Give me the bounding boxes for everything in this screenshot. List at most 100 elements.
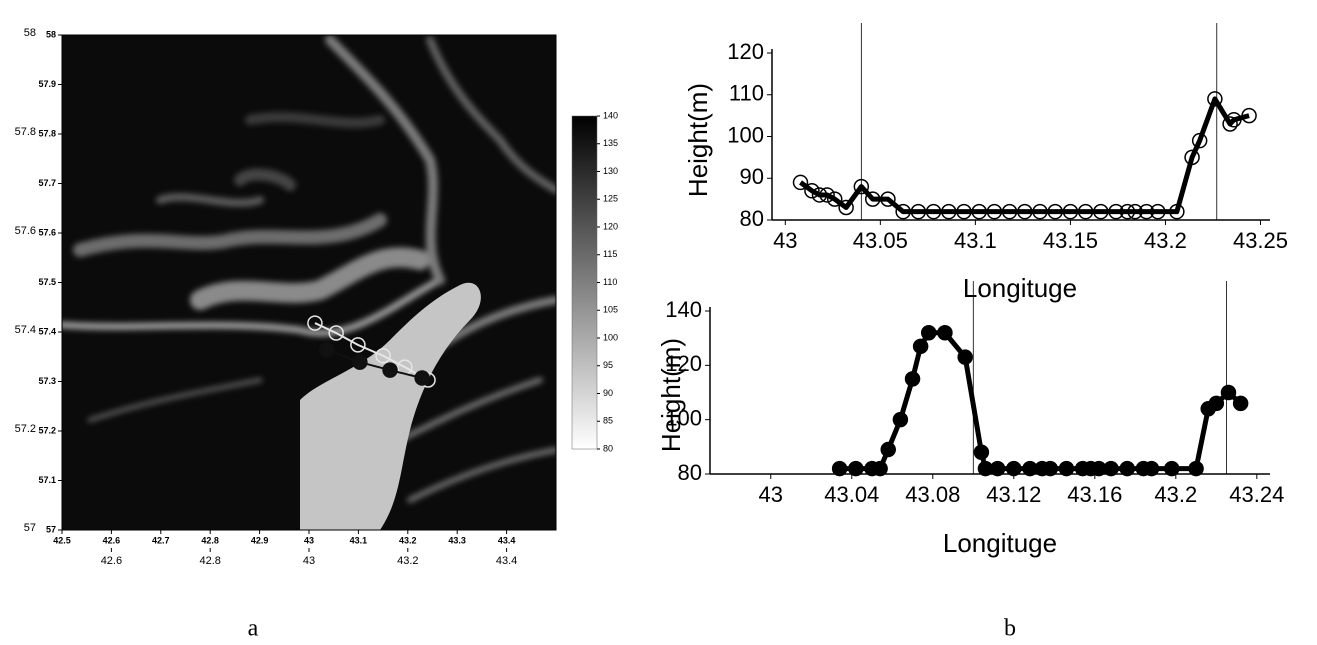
- y-tick-label: 57.9: [38, 79, 56, 89]
- data-point: [864, 191, 881, 207]
- data-point: [912, 338, 929, 355]
- y-tick-label: 100: [727, 122, 764, 147]
- data-point: [904, 371, 921, 387]
- data-point: [1207, 91, 1223, 107]
- transect-point: [307, 315, 323, 331]
- transect-point: [352, 354, 368, 370]
- data-point: [1220, 384, 1237, 401]
- transect-line: [314, 322, 429, 381]
- colorbar-tick-label: 135: [603, 138, 618, 148]
- data-point: [895, 203, 911, 220]
- y-tick-label: 90: [740, 164, 764, 189]
- colorbar-tick-label: 140: [603, 110, 618, 120]
- data-point: [1103, 460, 1119, 477]
- y-tick-label: 57.7: [38, 178, 56, 188]
- data-point: [910, 203, 927, 220]
- x-tick-label: 42.8: [201, 535, 219, 545]
- y-tick-label: 120: [665, 351, 702, 376]
- y-tick-label: 140: [665, 297, 702, 322]
- data-point: [1169, 203, 1185, 220]
- data-point: [1001, 203, 1018, 220]
- x-outer-tick-label: 43.2: [397, 555, 418, 567]
- data-point: [819, 187, 835, 203]
- data-point: [920, 324, 937, 341]
- colorbar-tick-label: 90: [603, 388, 613, 398]
- y-outer-tick-label: 57: [24, 522, 36, 534]
- data-point: [1017, 203, 1033, 220]
- x-tick-label: 43: [759, 482, 783, 507]
- colorbar-tick-label: 95: [603, 360, 613, 370]
- terrain: [62, 35, 556, 530]
- x-tick-label: 43.4: [498, 535, 516, 545]
- data-point: [1241, 107, 1257, 124]
- data-point: [1006, 460, 1022, 477]
- y-tick-label: 57.6: [38, 227, 56, 237]
- transect-point: [319, 342, 335, 358]
- data-point: [973, 444, 990, 461]
- data-point: [957, 349, 973, 365]
- x-tick-label: 43.15: [1043, 228, 1098, 253]
- data-point: [853, 178, 870, 195]
- y-tick-label: 57.3: [38, 376, 56, 386]
- data-line: [839, 330, 1243, 472]
- data-point: [1208, 395, 1225, 412]
- data-point: [1226, 112, 1242, 128]
- x-tick-label: 42.7: [152, 535, 170, 545]
- data-point: [1184, 149, 1200, 166]
- data-point: [986, 203, 1003, 220]
- data-point: [811, 187, 828, 203]
- x-tick-label: 43: [773, 228, 797, 253]
- panel-label: b: [1004, 616, 1016, 642]
- data-point: [1191, 132, 1208, 149]
- y-tick-label: 80: [678, 460, 702, 485]
- x-tick-label: 43.1: [954, 228, 997, 253]
- y-outer-tick-label: 57.8: [15, 126, 36, 138]
- x-tick-label: 43.24: [1229, 482, 1284, 507]
- y-tick-label: 120: [727, 39, 764, 64]
- y-tick-label: 57.5: [38, 277, 56, 287]
- x-tick-label: 43.2: [399, 535, 417, 545]
- y-tick-label: 57: [46, 524, 56, 534]
- data-point: [872, 460, 888, 477]
- colorbar-tick-label: 100: [603, 332, 618, 342]
- colorbar-tick-label: 130: [603, 166, 618, 176]
- transect-point: [328, 325, 344, 341]
- colorbar-tick-label: 105: [603, 305, 618, 315]
- x-tick-label: 43.25: [1233, 228, 1288, 253]
- colorbar-tick-label: 115: [603, 249, 617, 259]
- x-tick-label: 43.1: [350, 535, 368, 545]
- x-outer-tick-label: 42.8: [199, 555, 220, 567]
- data-point: [989, 460, 1006, 477]
- data-point: [831, 460, 848, 477]
- y-outer-tick-label: 57.2: [15, 423, 36, 435]
- colorbar-tick-label: 80: [603, 443, 613, 453]
- data-point: [1222, 116, 1238, 132]
- y-tick-label: 110: [729, 81, 764, 106]
- x-tick-label: 43.04: [824, 482, 879, 507]
- x-axis-label: Longituge: [963, 273, 1077, 303]
- data-point: [941, 203, 957, 220]
- x-tick-label: 43.05: [853, 228, 908, 253]
- y-tick-label: 57.1: [38, 475, 56, 485]
- x-outer-tick-label: 42.6: [101, 555, 122, 567]
- data-line: [799, 96, 1250, 215]
- transect-point: [375, 348, 391, 364]
- x-tick-label: 43.2: [1154, 482, 1197, 507]
- data-point: [925, 203, 942, 220]
- transect-point: [382, 362, 398, 378]
- colorbar-tick-label: 110: [603, 277, 617, 287]
- colorbar: [571, 115, 598, 450]
- data-point: [880, 441, 896, 458]
- data-point: [804, 183, 820, 199]
- data-point: [1164, 460, 1180, 477]
- y-outer-tick-label: 57.4: [15, 324, 36, 336]
- y-axis-label: Height(m): [683, 83, 713, 197]
- colorbar-tick-label: 120: [603, 221, 618, 231]
- data-point: [1042, 460, 1059, 477]
- panel-label: a: [248, 616, 259, 642]
- data-point: [1093, 203, 1109, 220]
- colorbar-tick-label: 125: [603, 194, 618, 204]
- x-tick-label: 43: [304, 535, 314, 545]
- data-point: [1127, 203, 1143, 220]
